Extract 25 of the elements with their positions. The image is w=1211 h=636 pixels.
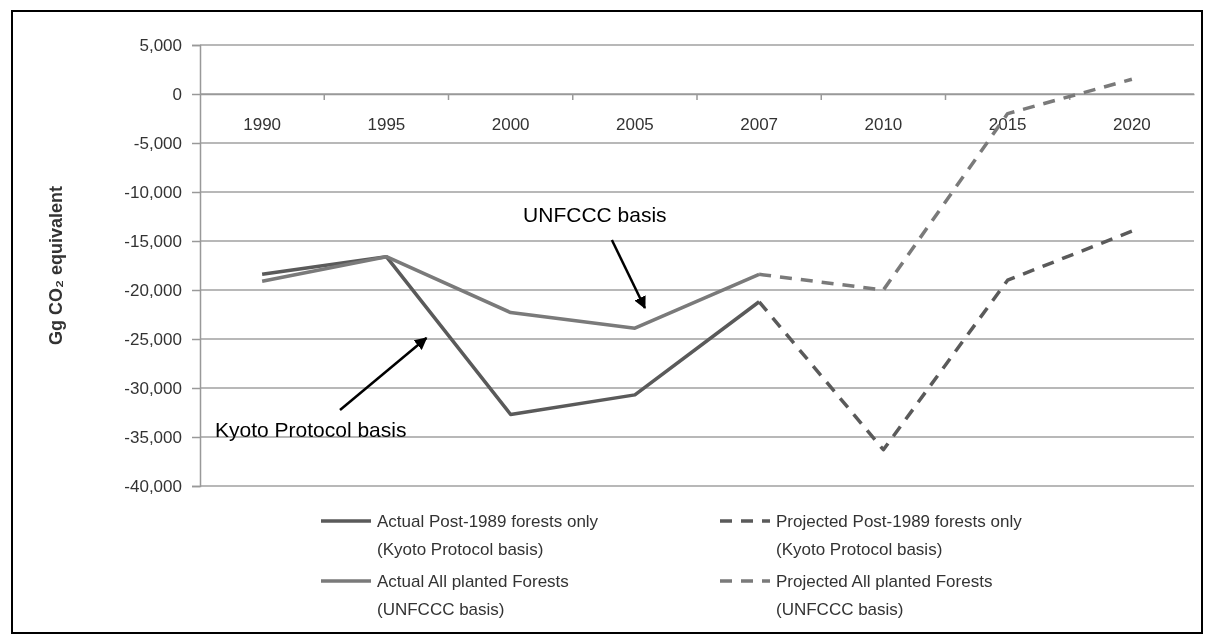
annotation: Kyoto Protocol basis xyxy=(215,418,407,441)
y-tick-label: -15,000 xyxy=(124,231,182,251)
y-tick-label: 5,000 xyxy=(139,35,182,55)
annotation: UNFCCC basis xyxy=(523,203,667,226)
x-tick-label: 2010 xyxy=(864,115,903,135)
y-tick-label: -5,000 xyxy=(133,133,182,153)
x-tick-label: 1995 xyxy=(367,115,406,135)
y-axis-title: Gg CO₂ equivalent xyxy=(46,185,66,346)
legend-label: Projected Post-1989 forests only (Kyoto Protocol basis) xyxy=(776,512,1023,559)
y-tick-label: -30,000 xyxy=(124,378,182,398)
x-tick-label: 2000 xyxy=(491,115,530,135)
y-tick-label: -10,000 xyxy=(124,182,182,202)
x-tick-label: 2020 xyxy=(1112,115,1151,135)
y-tick-label: -25,000 xyxy=(124,329,182,349)
legend-label: Actual All planted Forests (UNFCCC basis) xyxy=(377,572,569,619)
y-tick-label: -35,000 xyxy=(124,427,182,447)
x-tick-label: 2007 xyxy=(740,115,779,135)
y-tick-label: -40,000 xyxy=(124,476,182,496)
x-tick-label: 1990 xyxy=(243,115,282,135)
x-tick-label: 2015 xyxy=(988,115,1027,135)
legend-label: Actual Post-1989 forests only (Kyoto Protocol basis) xyxy=(377,512,599,559)
legend-label: Projected All planted Forests (UNFCCC basis) xyxy=(776,572,993,619)
x-tick-label: 2005 xyxy=(615,115,654,135)
y-tick-label: 0 xyxy=(172,84,182,104)
y-tick-label: -20,000 xyxy=(124,280,182,300)
